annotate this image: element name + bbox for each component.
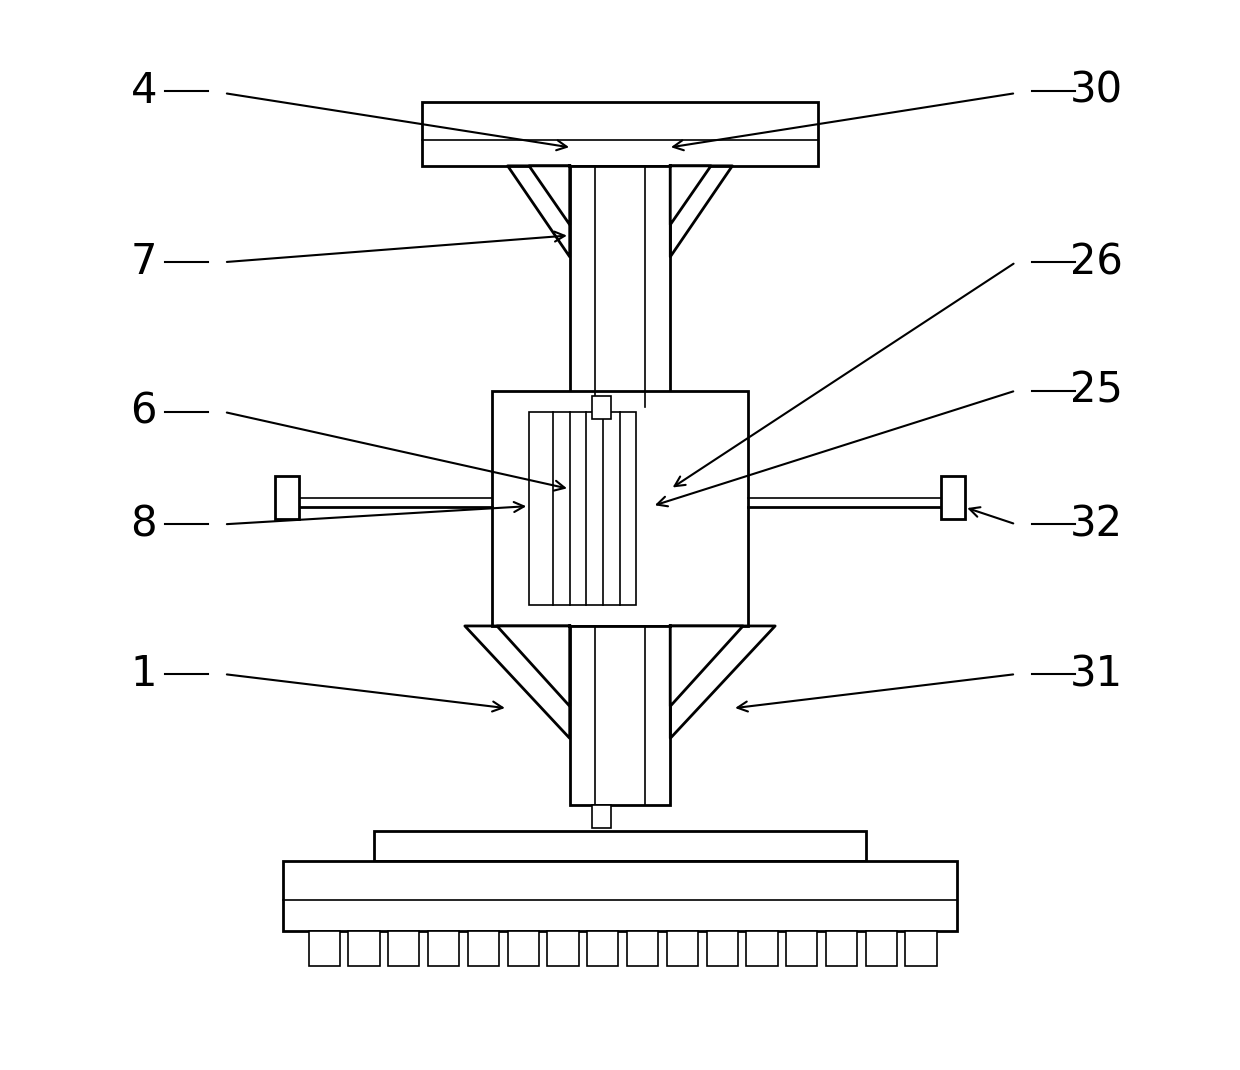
Bar <box>275 476 299 519</box>
Polygon shape <box>671 626 775 738</box>
Bar <box>866 931 897 966</box>
Polygon shape <box>507 166 569 257</box>
Text: 1: 1 <box>130 653 157 696</box>
Polygon shape <box>529 166 569 225</box>
Text: 4: 4 <box>130 70 157 112</box>
Bar <box>422 102 818 166</box>
Polygon shape <box>671 626 743 706</box>
Bar <box>428 931 459 966</box>
Bar <box>348 931 379 966</box>
Bar <box>283 861 957 931</box>
Text: 30: 30 <box>1070 70 1122 112</box>
Bar <box>569 626 671 805</box>
Bar <box>491 391 749 626</box>
Polygon shape <box>465 626 569 738</box>
Polygon shape <box>671 166 711 225</box>
Bar <box>529 412 636 605</box>
Bar <box>826 931 857 966</box>
Bar <box>588 931 619 966</box>
Text: 7: 7 <box>130 241 157 284</box>
Bar <box>905 931 936 966</box>
Bar <box>388 931 419 966</box>
Bar <box>507 931 539 966</box>
Bar <box>309 931 340 966</box>
Bar <box>746 931 777 966</box>
Text: 31: 31 <box>1070 653 1122 696</box>
Text: 25: 25 <box>1070 369 1122 412</box>
Bar <box>786 931 817 966</box>
Bar <box>374 831 866 861</box>
Polygon shape <box>497 626 569 706</box>
Polygon shape <box>671 166 733 257</box>
Text: 6: 6 <box>130 391 157 433</box>
Bar <box>627 931 658 966</box>
Bar <box>593 805 611 828</box>
Bar <box>667 931 698 966</box>
Bar <box>593 396 611 419</box>
Text: 32: 32 <box>1070 503 1122 546</box>
Text: 26: 26 <box>1070 241 1122 284</box>
Bar <box>547 931 579 966</box>
Bar <box>569 166 671 407</box>
Bar <box>467 931 498 966</box>
Text: 8: 8 <box>130 503 157 546</box>
Bar <box>941 476 965 519</box>
Bar <box>707 931 738 966</box>
